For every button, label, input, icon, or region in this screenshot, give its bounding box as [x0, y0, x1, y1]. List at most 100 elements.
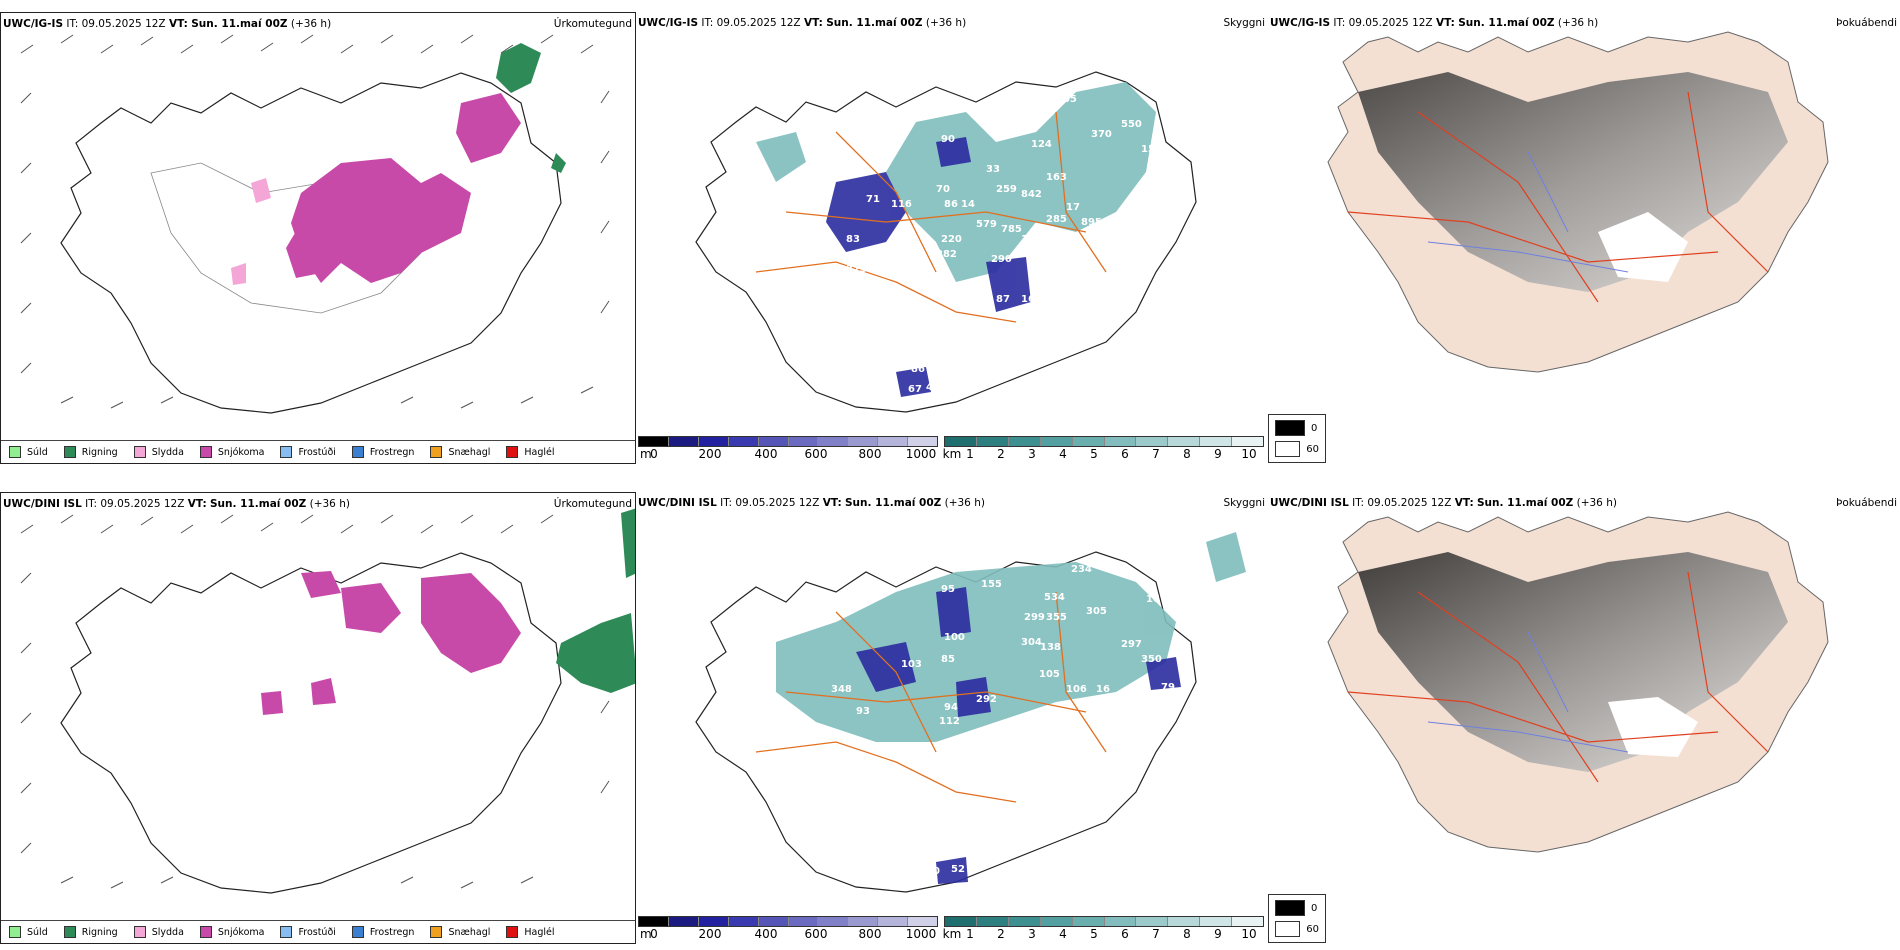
map-value-label: 785: [1001, 224, 1022, 235]
colorbar-tick: 600: [804, 447, 828, 461]
map-value-label: 285: [1046, 214, 1067, 225]
legend-swatch: [133, 446, 146, 458]
map-value-label: 17: [836, 274, 850, 285]
colorbar-tick: 200: [698, 927, 722, 941]
fog-index-map-top: [1327, 31, 1829, 373]
map-value-label: 153: [1141, 144, 1162, 155]
colorbar-tick: 3: [1028, 927, 1036, 941]
colorbar-tick: 0: [650, 927, 658, 941]
visibility-colorbar: km 1 2 3 4 5 6 7 8 9 10: [943, 916, 1264, 941]
colorbar-tick: 400: [754, 447, 778, 461]
cloudbase-colorbar: m 0 200 400 600 800 1000: [638, 916, 938, 941]
map-value-label: 299: [1024, 612, 1045, 623]
legend-item: Rigning: [63, 446, 118, 458]
legend-item: Rigning: [63, 926, 118, 938]
map-value-label: 70: [936, 184, 950, 195]
map-value-label: 2: [911, 344, 918, 355]
legend-swatch: [506, 926, 519, 938]
legend-swatch: [280, 926, 293, 938]
colorbar-tick: 200: [698, 447, 722, 461]
map-value-label: 155: [981, 579, 1002, 590]
cloudbase-colorbar: m 0 200 400 600 800 1000: [638, 436, 938, 461]
colorbar-tick: 2: [997, 927, 1005, 941]
panel-title: UWC/DINI ISL IT: 09.05.2025 12Z VT: Sun.…: [638, 497, 985, 509]
visibility-value-labels: 405 32 370 550 124 153 90 33 259 842 163…: [836, 79, 1170, 395]
map-value-label: 103: [901, 659, 922, 670]
map-value-label: 94: [1126, 684, 1140, 695]
legend-item: Súld: [9, 446, 48, 458]
map-value-label: 83: [846, 234, 860, 245]
fog-index-panel-bottom: UWC/DINI ISL IT: 09.05.2025 12Z VT: Sun.…: [1268, 492, 1900, 944]
legend-item: Frostregn: [351, 446, 414, 458]
map-value-label: 290: [991, 254, 1012, 265]
legend-item: Snæhagl: [430, 926, 490, 938]
panel-parameter-title: Þokuábendi: [1836, 17, 1897, 29]
map-value-label: 94: [1011, 744, 1025, 755]
panel-title: UWC/IG-IS IT: 09.05.2025 12Z VT: Sun. 11…: [1270, 17, 1599, 29]
legend-item: 60: [1275, 921, 1319, 937]
colorbar-tick: 3: [1028, 447, 1036, 461]
colorbar-tick: 800: [858, 927, 882, 941]
legend-item: Haglél: [506, 446, 555, 458]
map-value-label: 140: [1021, 234, 1042, 245]
legend-item: Snjókoma: [199, 926, 264, 938]
legend-item: Snjókoma: [199, 446, 264, 458]
map-value-label: 100: [944, 632, 965, 643]
map-value-label: 304: [1021, 637, 1042, 648]
visibility-map-top: 405 32 370 550 124 153 90 33 259 842 163…: [695, 71, 1197, 413]
map-value-label: 579: [976, 219, 997, 230]
legend-item: Frostúði: [280, 926, 336, 938]
rain-areas: [496, 43, 566, 173]
legend-item: Haglél: [506, 926, 555, 938]
map-value-label: 32: [1156, 79, 1170, 90]
panel-title: UWC/IG-IS IT: 09.05.2025 12Z VT: Sun. 11…: [638, 17, 967, 29]
legend-item: 0: [1275, 420, 1319, 436]
colorbar-tick: 4: [1059, 447, 1067, 461]
map-value-label: 17: [1066, 202, 1080, 213]
colorbar-tick: 5: [1090, 927, 1098, 941]
colorbar-tick: 2: [997, 447, 1005, 461]
map-value-label: 16: [1021, 294, 1035, 305]
legend-swatch: [199, 446, 212, 458]
map-value-label: 842: [1021, 189, 1042, 200]
snow-areas: [286, 93, 521, 283]
map-value-label: 297: [1121, 639, 1142, 650]
legend-swatch: [9, 926, 21, 938]
legend-swatch: [199, 926, 212, 938]
precip-legend: Súld Rigning Slydda Snjókoma Frostúði Fr…: [1, 920, 635, 943]
fog-legend: 0 60: [1268, 894, 1326, 943]
map-value-label: 124: [1031, 139, 1052, 150]
map-value-label: 282: [936, 249, 957, 260]
map-value-label: 106: [1066, 684, 1087, 695]
legend-swatch: [430, 926, 443, 938]
fog-legend: 0 60: [1268, 414, 1326, 463]
map-value-label: 211: [1141, 189, 1162, 200]
map-value-label: 16: [1146, 594, 1160, 605]
colorbar-tick: 7: [1152, 927, 1160, 941]
colorbar-tick: 8: [1183, 447, 1191, 461]
map-value-label: 85: [941, 654, 955, 665]
legend-swatch: [351, 926, 364, 938]
colorbar-tick: 1000: [905, 447, 937, 461]
legend-item: 0: [1275, 900, 1319, 916]
precip-type-map-bottom: [20, 508, 635, 894]
colorbar-tick: 6: [1121, 927, 1129, 941]
colorbar-tick: 8: [1183, 927, 1191, 941]
map-value-label: 375: [846, 264, 867, 275]
legend-item: Snæhagl: [430, 446, 490, 458]
map-value-label: 14: [961, 199, 975, 210]
map-value-label: 86: [944, 199, 958, 210]
legend-swatch: [351, 446, 364, 458]
map-value-label: 234: [1071, 564, 1092, 575]
map-value-label: 350: [1141, 654, 1162, 665]
colorbar-tick: 6: [1121, 447, 1129, 461]
colorbar-tick: 1000: [905, 927, 937, 941]
legend-swatch: [506, 446, 519, 458]
map-value-label: 259: [996, 184, 1017, 195]
map-value-label: 71: [866, 194, 880, 205]
visibility-panel-top: 405 32 370 550 124 153 90 33 259 842 163…: [636, 12, 1268, 464]
panel-title: UWC/DINI ISL IT: 09.05.2025 12Z VT: Sun.…: [3, 498, 350, 510]
visibility-panel-bottom: 234 95 155 534 16 305 299 355 100 85 304…: [636, 492, 1268, 944]
panel-title: UWC/IG-IS IT: 09.05.2025 12Z VT: Sun. 11…: [3, 18, 332, 30]
colorbar-unit: m: [640, 447, 652, 461]
